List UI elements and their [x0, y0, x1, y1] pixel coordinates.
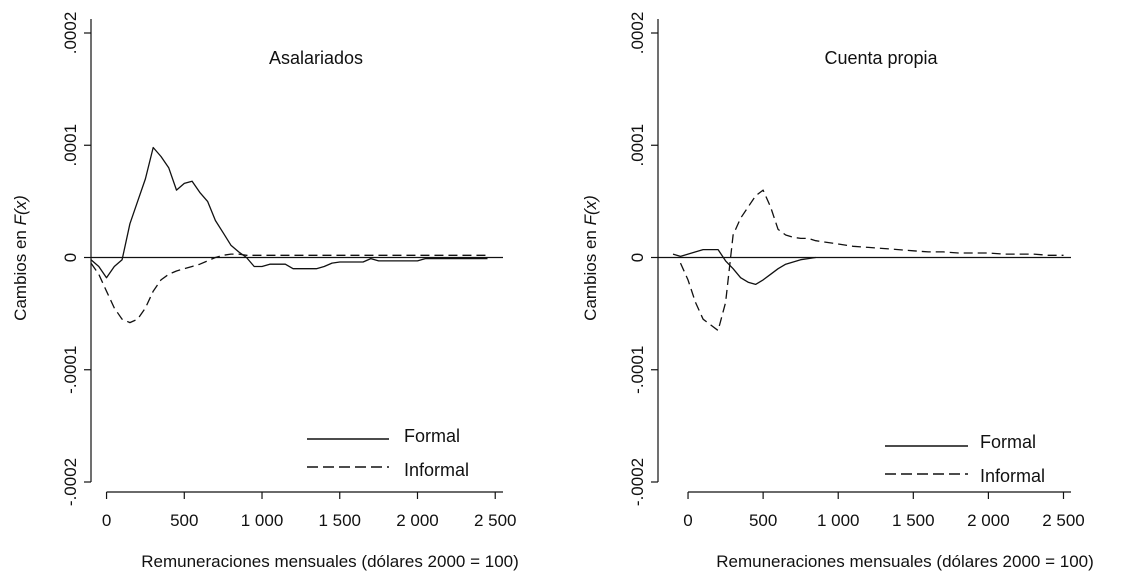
y-tick-label: .0001 [61, 124, 80, 167]
chart-panel-cuenta-propia: -.0002 -.0001 0 .0001 .0002 0 500 1 000 1 500 2 0… [581, 12, 1094, 571]
chart-panel-asalariados: -.0002 -.0001 0 .0001 .0002 0 500 1 000 1 500 2 0… [11, 12, 519, 571]
y-tick-label: 0 [61, 253, 80, 262]
y-tick-label: -.0001 [628, 346, 647, 394]
y-tick-label: -.0002 [61, 458, 80, 506]
x-tick-label: 2 000 [396, 511, 439, 530]
legend-label-formal: Formal [980, 432, 1036, 452]
x-tick-label: 2 000 [967, 511, 1010, 530]
x-tick-label: 2 500 [474, 511, 517, 530]
x-tick-label: 1 500 [318, 511, 361, 530]
y-axis-title-prefix: Cambios en [11, 225, 30, 320]
x-tick-label: 1 000 [817, 511, 860, 530]
legend-label-formal: Formal [404, 426, 460, 446]
series-line-informal [90, 253, 488, 324]
y-tick-label: .0001 [628, 124, 647, 167]
x-tick-label: 1 500 [892, 511, 935, 530]
legend-label-informal: Informal [980, 466, 1045, 486]
legend: Formal Informal [885, 432, 1045, 486]
panel-title: Cuenta propia [824, 48, 938, 68]
plot-area-asalariados: -.0002 -.0001 0 .0001 .0002 0 500 1 000 1 500 2 0… [61, 12, 516, 530]
y-tick-label: 0 [628, 253, 647, 262]
y-axis-title: Cambios en F(x) [581, 195, 600, 321]
x-axis-title: Remuneraciones mensuales (dólares 2000 =… [141, 552, 519, 571]
legend-label-informal: Informal [404, 460, 469, 480]
x-axis-title: Remuneraciones mensuales (dólares 2000 =… [716, 552, 1094, 571]
x-tick-label: 1 000 [241, 511, 284, 530]
y-tick-label: .0002 [61, 12, 80, 55]
y-axis-title-math: F(x) [11, 195, 30, 225]
panel-title: Asalariados [269, 48, 363, 68]
y-tick-label: -.0001 [61, 346, 80, 394]
plot-area-cuenta-propia: -.0002 -.0001 0 .0001 .0002 0 500 1 000 1 500 2 0… [628, 12, 1085, 530]
x-tick-label: 500 [170, 511, 198, 530]
y-axis-title-math: F(x) [581, 195, 600, 225]
x-tick-label: 2 500 [1042, 511, 1085, 530]
series-line-formal [672, 248, 816, 286]
x-tick-label: 500 [749, 511, 777, 530]
series-line-informal [679, 189, 1064, 332]
x-tick-label: 0 [102, 511, 111, 530]
series-line-formal [90, 146, 488, 279]
y-axis-title: Cambios en F(x) [11, 195, 30, 321]
y-axis-title-prefix: Cambios en [581, 225, 600, 320]
y-tick-label: .0002 [628, 12, 647, 55]
x-tick-label: 0 [683, 511, 692, 530]
legend: Formal Informal [307, 426, 469, 480]
y-tick-label: -.0002 [628, 458, 647, 506]
